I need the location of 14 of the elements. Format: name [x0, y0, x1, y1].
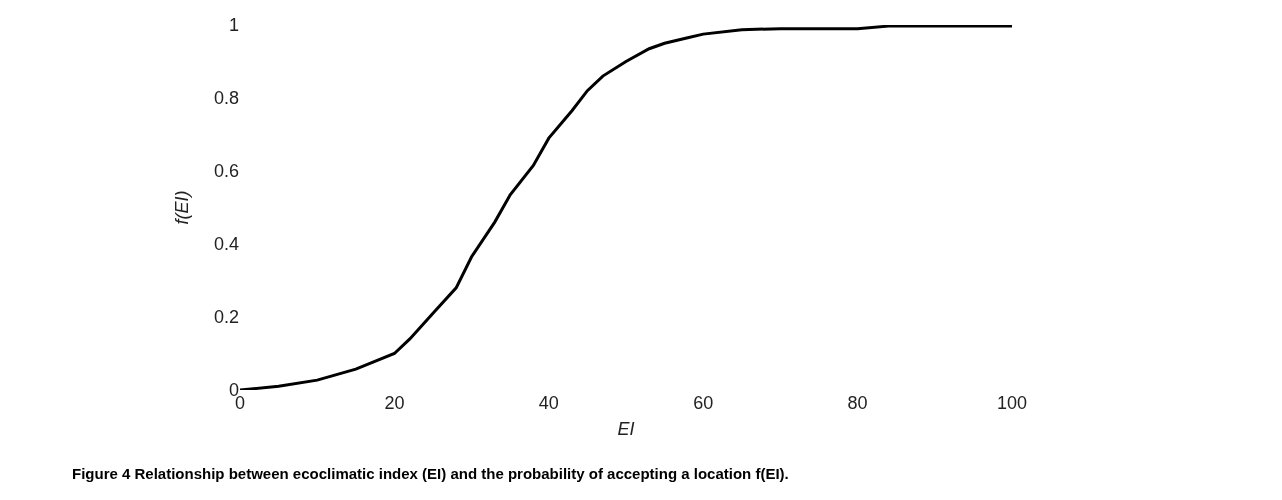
x-tick-label: 20 [384, 393, 405, 413]
x-axis-title: EI [617, 419, 635, 440]
y-tick-label: 0.6 [213, 161, 239, 182]
x-tick-label: 80 [847, 393, 868, 413]
x-tick-label: 40 [538, 393, 559, 413]
line-series [240, 25, 1012, 390]
x-tick-label: 100 [996, 393, 1028, 413]
y-tick-label: 0.4 [213, 234, 239, 255]
y-tick-label: 0.8 [213, 88, 239, 109]
x-tick-label: 60 [693, 393, 714, 413]
y-axis-title: f(EI) [172, 190, 193, 225]
y-tick-label: 0.2 [213, 307, 239, 328]
y-tick-label: 1 [228, 15, 239, 36]
caption: Figure 4 Relationship between ecoclimatic index (EI) and the probability of accepting a location f(EI). [72, 465, 789, 482]
